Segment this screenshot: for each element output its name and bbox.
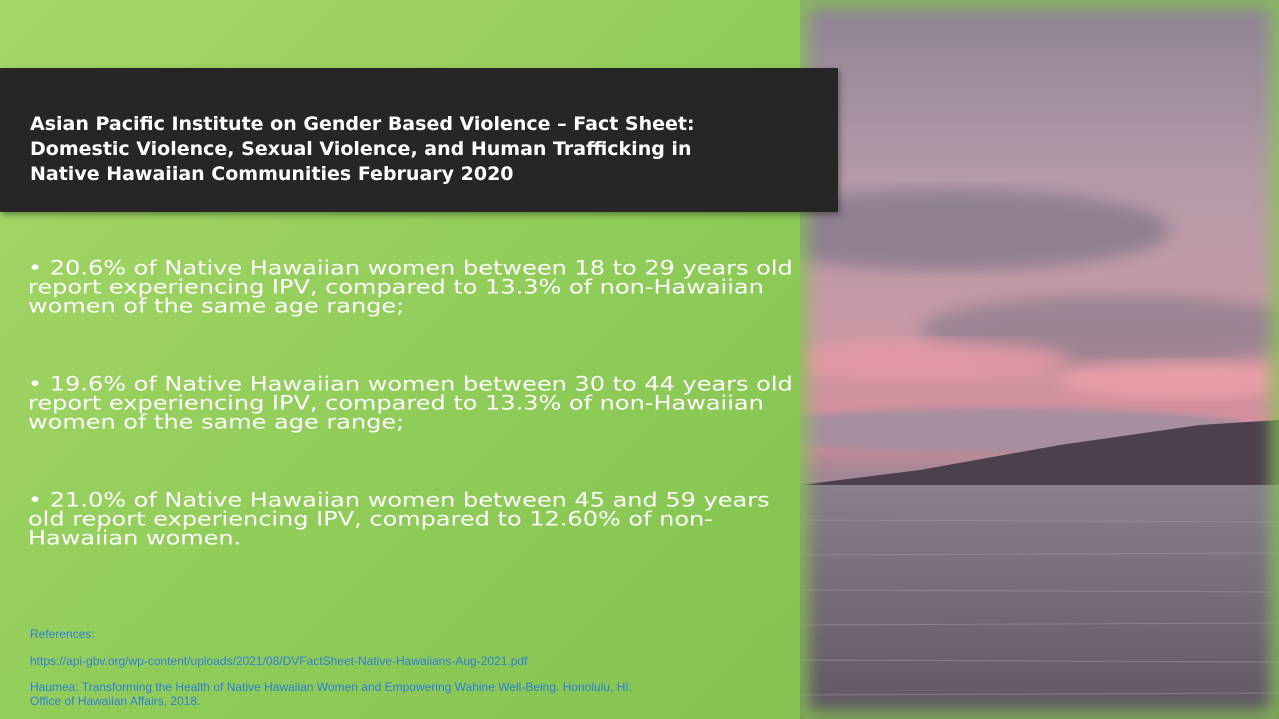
reference: https://api-gbv.org/wp-content/uploads/2…	[30, 654, 527, 668]
title-line: Asian Pacific Institute on Gender Based …	[30, 113, 695, 135]
title-line: Native Hawaiian Communities February 202…	[30, 163, 514, 185]
slide: Asian Pacific Institute on Gender Based …	[0, 0, 1279, 719]
title-line: Domestic Violence, Sexual Violence, and …	[30, 138, 691, 160]
references-heading: References:	[30, 627, 95, 641]
bullet-text: women of the same age range;	[28, 296, 404, 316]
bullet-text: women of the same age range;	[28, 412, 404, 432]
bullet-text: Hawaiian women.	[28, 528, 241, 548]
sunset-photo	[800, 0, 1279, 719]
reference: Haumea: Transforming the Health of Nativ…	[30, 680, 632, 694]
reference: Office of Hawaiian Affairs, 2018.	[30, 694, 200, 708]
